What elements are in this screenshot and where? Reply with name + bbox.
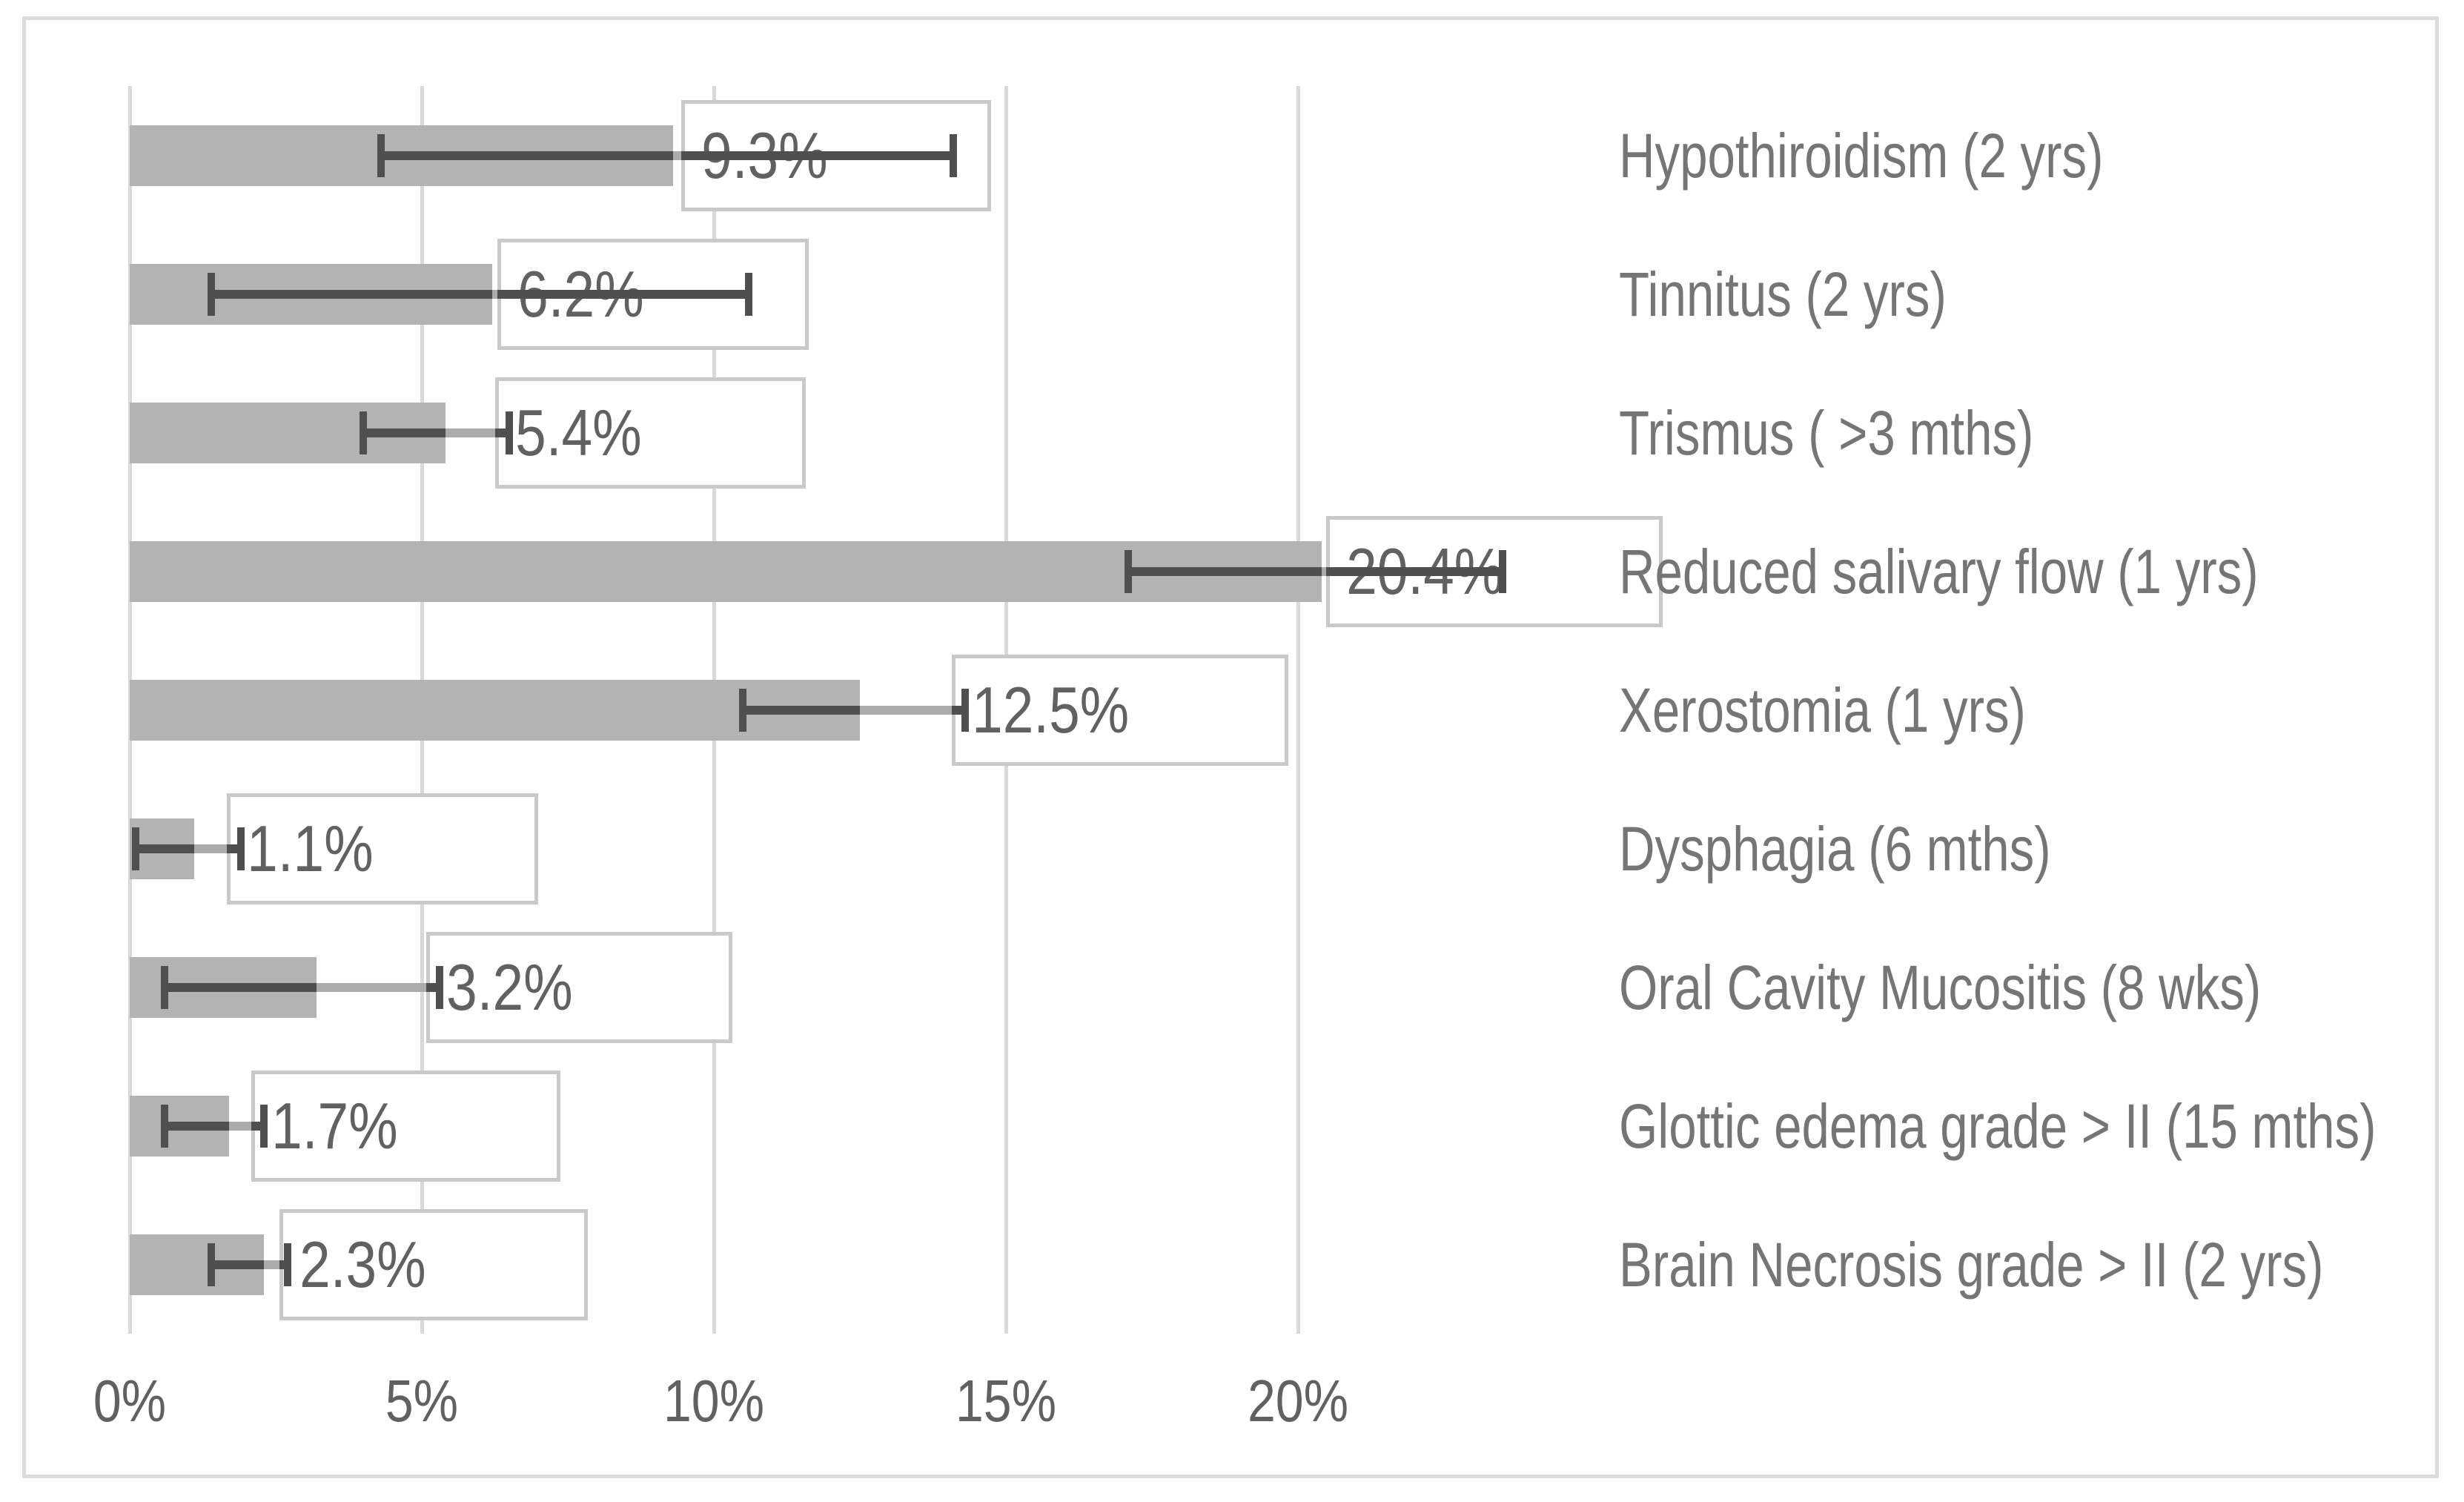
category-label-oral-cavity-mucositis-8-wks: Oral Cavity Mucositis (8 wks) (1619, 952, 2262, 1022)
category-label-xerostomia-1-yrs: Xerostomia (1 yrs) (1619, 675, 2026, 745)
error-bar-line-brain-necrosis-grade-ii-2-yrs (211, 1260, 265, 1269)
error-bar-line-light-dysphagia-6-mths (193, 844, 227, 853)
x-axis-tick-5%: 5% (385, 1368, 459, 1434)
error-bar-cap-low-xerostomia-1-yrs (739, 688, 747, 732)
data-label-xerostomia-1-yrs: 12.5% (972, 672, 1130, 747)
error-bar-line-light-trismus-3-mths (445, 428, 495, 437)
error-bar-cap-low-oral-cavity-mucositis-8-wks (161, 965, 169, 1009)
category-label-dysphagia-6-mths: Dysphagia (6 mths) (1619, 813, 2051, 884)
error-bar-line-hypothiroidism-2-yrs (380, 150, 673, 160)
error-bar-cap-high-oral-cavity-mucositis-8-wks (435, 965, 443, 1009)
x-axis-tick-15%: 15% (955, 1368, 1057, 1434)
error-bar-line-dysphagia-6-mths (135, 844, 194, 853)
error-bar-cap-high-hypothiroidism-2-yrs (950, 133, 958, 177)
data-label-box-oral-cavity-mucositis-8-wks: 3.2% (426, 931, 732, 1043)
error-bar-cap-high-trismus-3-mths (506, 411, 514, 454)
category-label-brain-necrosis-grade-ii-2-yrs: Brain Necrosis grade > II (2 yrs) (1619, 1229, 2324, 1300)
x-axis-tick-0%: 0% (93, 1368, 167, 1434)
category-label-reduced-salivary-flow-1-yrs: Reduced salivary flow (1 yrs) (1619, 536, 2259, 606)
error-bar-cap-low-trismus-3-mths (360, 411, 368, 454)
data-label-box-trismus-3-mths: 5.4% (495, 377, 806, 489)
data-label-dysphagia-6-mths: 1.1% (247, 811, 374, 885)
error-bar-cap-low-reduced-salivary-flow-1-yrs (1125, 549, 1133, 593)
error-bar-cap-low-tinnitus-2-yrs (208, 272, 216, 316)
error-bar-line-end-brain-necrosis-grade-ii-2-yrs (279, 1260, 288, 1269)
data-label-box-glottic-edema-grade-ii-15-mths: 1.7% (251, 1070, 560, 1182)
error-bar-cap-high-glottic-edema-grade-ii-15-mths (260, 1104, 268, 1148)
error-bar-line-end-reduced-salivary-flow-1-yrs (1326, 566, 1503, 576)
error-bar-line-reduced-salivary-flow-1-yrs (1128, 566, 1322, 576)
data-label-box-brain-necrosis-grade-ii-2-yrs: 2.3% (279, 1208, 588, 1320)
data-label-box-xerostomia-1-yrs: 12.5% (952, 654, 1288, 766)
data-label-brain-necrosis-grade-ii-2-yrs: 2.3% (299, 1227, 426, 1301)
gridline-20% (1296, 86, 1300, 1334)
error-bar-cap-low-hypothiroidism-2-yrs (377, 133, 385, 177)
error-bar-cap-low-glottic-edema-grade-ii-15-mths (161, 1104, 169, 1148)
error-bar-cap-low-brain-necrosis-grade-ii-2-yrs (208, 1243, 216, 1286)
error-bar-line-light-hypothiroidism-2-yrs (672, 150, 681, 160)
error-bar-line-light-tinnitus-2-yrs (491, 289, 497, 299)
error-bar-line-light-brain-necrosis-grade-ii-2-yrs (264, 1260, 279, 1269)
category-label-glottic-edema-grade-ii-15-mths: Glottic edema grade > II (15 mths) (1619, 1091, 2377, 1161)
bar-xerostomia-1-yrs (130, 679, 860, 741)
data-label-box-dysphagia-6-mths: 1.1% (227, 793, 538, 904)
error-bar-line-oral-cavity-mucositis-8-wks (165, 982, 317, 992)
error-bar-cap-high-dysphagia-6-mths (236, 827, 245, 870)
error-bar-cap-high-brain-necrosis-grade-ii-2-yrs (283, 1243, 291, 1286)
error-bar-cap-low-dysphagia-6-mths (131, 827, 139, 870)
error-bar-line-end-tinnitus-2-yrs (497, 289, 749, 299)
bar-reduced-salivary-flow-1-yrs (130, 540, 1322, 602)
error-bar-line-end-hypothiroidism-2-yrs (681, 150, 954, 160)
data-label-trismus-3-mths: 5.4% (515, 395, 642, 469)
error-bar-cap-high-xerostomia-1-yrs (961, 688, 969, 732)
error-bar-line-light-reduced-salivary-flow-1-yrs (1321, 566, 1326, 576)
error-bar-line-light-oral-cavity-mucositis-8-wks (317, 982, 426, 992)
category-label-tinnitus-2-yrs: Tinnitus (2 yrs) (1619, 259, 1947, 329)
error-bar-line-xerostomia-1-yrs (743, 705, 860, 715)
category-label-trismus-3-mths: Trismus ( >3 mths) (1619, 397, 2034, 468)
x-axis-tick-10%: 10% (663, 1368, 765, 1434)
x-axis-tick-20%: 20% (1247, 1368, 1349, 1434)
error-bar-line-light-glottic-edema-grade-ii-15-mths (228, 1121, 251, 1131)
error-bar-cap-high-tinnitus-2-yrs (745, 272, 753, 316)
category-label-hypothiroidism-2-yrs: Hypothiroidism (2 yrs) (1619, 120, 2104, 191)
error-bar-line-trismus-3-mths (363, 428, 446, 437)
error-bar-line-light-xerostomia-1-yrs (860, 705, 952, 715)
error-bar-cap-high-reduced-salivary-flow-1-yrs (1498, 549, 1506, 593)
error-bar-line-glottic-edema-grade-ii-15-mths (165, 1121, 229, 1131)
data-label-oral-cavity-mucositis-8-wks: 3.2% (446, 950, 573, 1024)
data-label-glottic-edema-grade-ii-15-mths: 1.7% (271, 1088, 398, 1162)
error-bar-line-tinnitus-2-yrs (211, 289, 492, 299)
